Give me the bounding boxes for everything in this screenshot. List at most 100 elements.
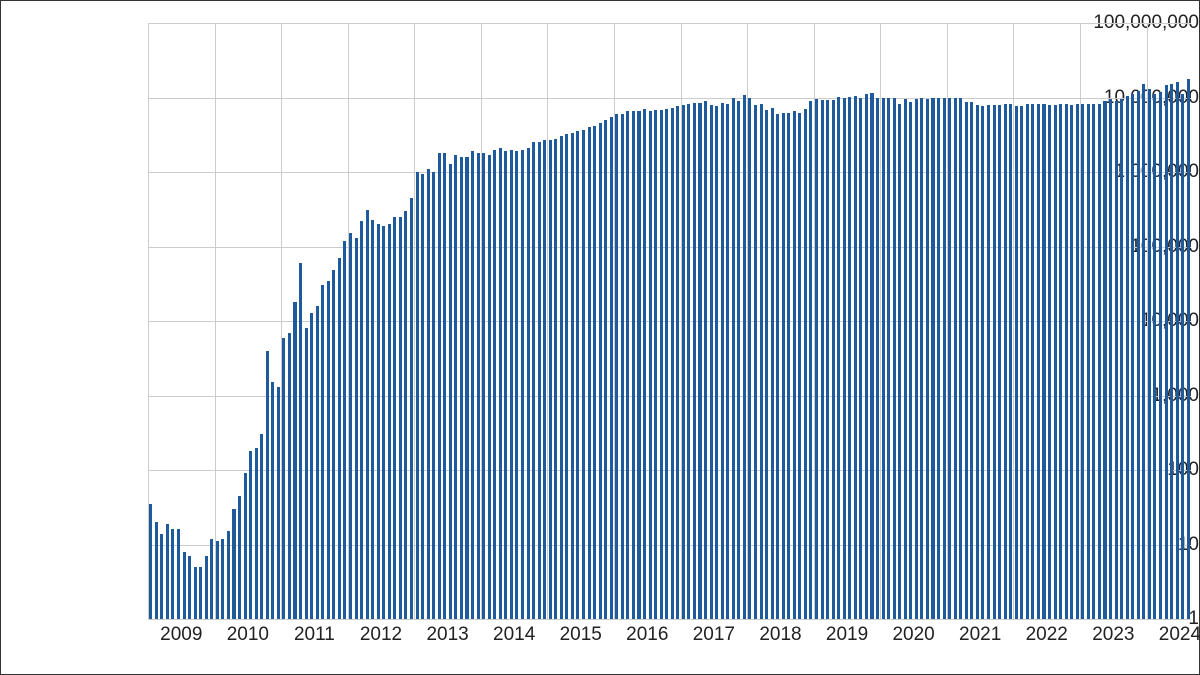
bar (793, 111, 796, 619)
bar (166, 524, 169, 619)
bar (482, 153, 485, 619)
bar (1076, 104, 1079, 619)
bar (732, 98, 735, 619)
bar (349, 233, 352, 619)
bar (560, 136, 563, 619)
bar (804, 109, 807, 619)
bar (760, 104, 763, 619)
bar (904, 99, 907, 619)
bar (771, 108, 774, 619)
bar (798, 113, 801, 619)
x-tick-label: 2014 (493, 624, 535, 646)
bar (821, 100, 824, 619)
bar (310, 313, 313, 619)
bar (532, 142, 535, 619)
bar (1059, 104, 1062, 619)
bar (848, 97, 851, 619)
bar (621, 114, 624, 619)
bar (355, 238, 358, 619)
bar (571, 133, 574, 619)
bar (227, 531, 230, 619)
bar (393, 217, 396, 619)
bar (244, 473, 247, 619)
x-tick-label: 2024 (1159, 624, 1200, 646)
bar (1159, 92, 1162, 619)
bar (1137, 91, 1140, 619)
h-gridline (148, 172, 1191, 173)
bar (565, 134, 568, 619)
x-tick-label: 2016 (626, 624, 668, 646)
bar (776, 114, 779, 619)
bar (299, 263, 302, 619)
bar (832, 100, 835, 619)
bar (293, 302, 296, 619)
bar (920, 98, 923, 619)
bar (499, 148, 502, 619)
bar (1042, 104, 1045, 619)
bar (1120, 99, 1123, 619)
bar (271, 382, 274, 619)
bar (1081, 104, 1084, 619)
bar (465, 157, 468, 619)
bar (1048, 105, 1051, 619)
bar (327, 281, 330, 619)
bar (1015, 106, 1018, 619)
bar (199, 567, 202, 619)
bar (843, 98, 846, 620)
bar (427, 169, 430, 619)
bar (538, 142, 541, 619)
bar (1170, 84, 1173, 619)
bar (1131, 94, 1134, 619)
v-gridline (215, 23, 216, 619)
bar (876, 98, 879, 620)
bar (1020, 106, 1023, 619)
bar (216, 541, 219, 619)
bar (954, 98, 957, 620)
bar (338, 258, 341, 619)
bar (316, 306, 319, 619)
bar (510, 150, 513, 619)
bar (543, 140, 546, 619)
bar (460, 157, 463, 619)
x-tick-label: 2021 (959, 624, 1001, 646)
bar (948, 98, 951, 620)
h-gridline (148, 23, 1191, 24)
bar (221, 539, 224, 619)
bar (893, 98, 896, 620)
bar (599, 123, 602, 619)
bar (321, 285, 324, 619)
bar (998, 105, 1001, 619)
bar (787, 113, 790, 619)
bar (399, 217, 402, 619)
h-gridline (148, 98, 1191, 99)
bar (232, 509, 235, 619)
bar (377, 224, 380, 619)
bar (404, 211, 407, 619)
bar (765, 110, 768, 619)
bar (737, 101, 740, 619)
bar (937, 98, 940, 619)
bar (443, 153, 446, 619)
bar (931, 98, 934, 620)
bar (1109, 99, 1112, 619)
bar (388, 224, 391, 619)
bar (637, 111, 640, 619)
bar (721, 103, 724, 619)
bar (815, 99, 818, 619)
chart-container: 1101001,00010,000100,0001,000,00010,000,… (0, 0, 1200, 675)
bar (515, 151, 518, 619)
bar (360, 221, 363, 619)
bar (698, 103, 701, 619)
bar (882, 98, 885, 619)
bar (1026, 104, 1029, 619)
bar (149, 504, 152, 619)
bar (188, 556, 191, 619)
bar (710, 105, 713, 619)
bar (266, 351, 269, 619)
bar (454, 155, 457, 619)
bar (826, 100, 829, 619)
bar (343, 241, 346, 619)
bar (993, 105, 996, 619)
bar (809, 101, 812, 619)
bar (260, 434, 263, 619)
